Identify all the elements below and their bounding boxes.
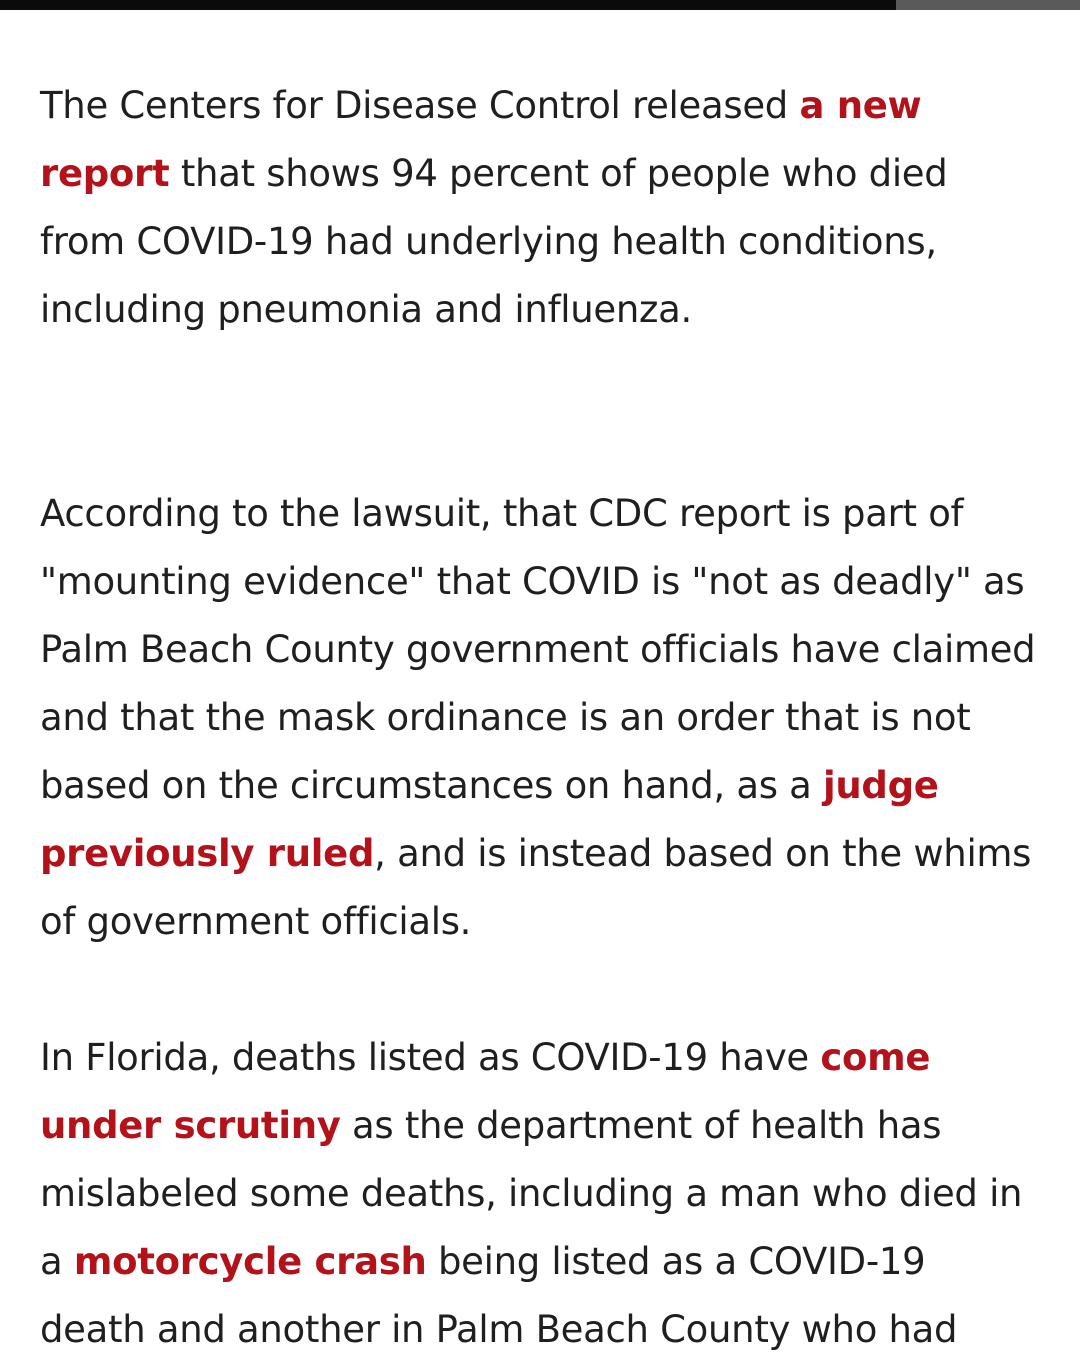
article-body: The Centers for Disease Control released… (40, 72, 1040, 1364)
link-come-under-scrutiny[interactable]: come under scrutiny (40, 1036, 931, 1147)
paragraph-text: , and is instead based on the whims of g… (40, 832, 1032, 943)
paragraph-text: In Florida, deaths listed as COVID-19 ha… (40, 1036, 821, 1079)
paragraph-lawsuit: According to the lawsuit, that CDC repor… (40, 480, 1040, 956)
link-motorcycle-crash[interactable]: motorcycle crash (73, 1240, 427, 1283)
paragraph-text: The Centers for Disease Control released (40, 84, 800, 127)
reading-progress-fill (0, 0, 897, 10)
paragraph-text: that shows 94 percent of people who died… (40, 152, 948, 331)
paragraph-text: as the department of health has mislabel… (40, 1104, 1023, 1283)
link-judge-ruled[interactable]: judge previously ruled (40, 764, 939, 875)
paragraph-florida-deaths: In Florida, deaths listed as COVID-19 ha… (40, 1024, 1040, 1364)
paragraph-text: being listed as a COVID-19 death and ano… (40, 1240, 958, 1351)
reading-progress-bar (0, 0, 1080, 10)
link-new-report[interactable]: a new report (40, 84, 922, 195)
paragraph-cdc-report: The Centers for Disease Control released… (40, 72, 1040, 344)
paragraph-text: According to the lawsuit, that CDC repor… (40, 492, 1036, 807)
